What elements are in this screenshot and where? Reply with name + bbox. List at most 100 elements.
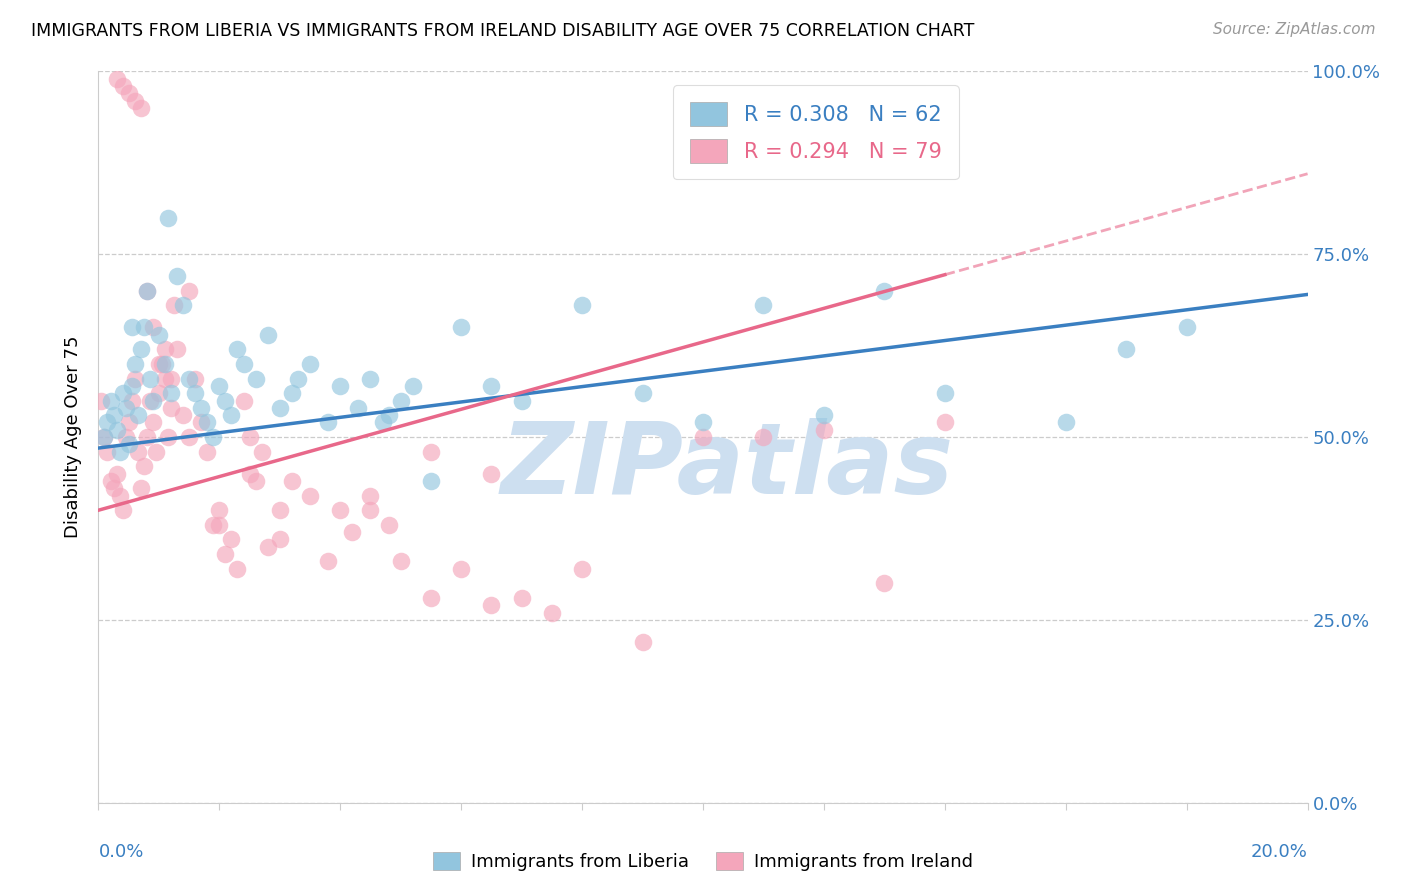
Point — [360, 503, 382, 517]
Point — [342, 525, 364, 540]
Point — [100, 393, 122, 408]
Point — [208, 517, 231, 532]
Point — [214, 547, 236, 561]
Point — [105, 467, 128, 481]
Point — [114, 430, 136, 444]
Point — [150, 357, 173, 371]
Point — [153, 343, 176, 357]
Point — [163, 298, 186, 312]
Point — [142, 393, 165, 408]
Point — [160, 371, 183, 385]
Point — [195, 416, 218, 430]
Point — [202, 517, 225, 532]
Point — [299, 489, 322, 503]
Point — [1175, 320, 1198, 334]
Point — [142, 320, 165, 334]
Legend: R = 0.308   N = 62, R = 0.294   N = 79: R = 0.308 N = 62, R = 0.294 N = 79 — [673, 86, 959, 179]
Point — [256, 327, 278, 342]
Point — [166, 269, 188, 284]
Point — [148, 327, 170, 342]
Point — [96, 444, 118, 458]
Point — [239, 430, 262, 444]
Point — [360, 489, 382, 503]
Point — [329, 503, 352, 517]
Point — [195, 444, 218, 458]
Point — [377, 408, 399, 422]
Point — [281, 386, 304, 401]
Point — [139, 371, 162, 385]
Point — [142, 416, 165, 430]
Point — [752, 298, 775, 312]
Point — [571, 562, 593, 576]
Point — [135, 284, 157, 298]
Point — [184, 386, 207, 401]
Point — [316, 554, 339, 568]
Point — [121, 393, 143, 408]
Point — [934, 416, 956, 430]
Point — [121, 320, 143, 334]
Point — [329, 379, 352, 393]
Point — [1115, 343, 1137, 357]
Point — [221, 533, 243, 547]
Point — [420, 444, 443, 458]
Point — [172, 408, 194, 422]
Point — [402, 379, 425, 393]
Point — [873, 284, 896, 298]
Point — [250, 444, 273, 458]
Point — [139, 393, 162, 408]
Point — [179, 430, 201, 444]
Point — [631, 635, 654, 649]
Point — [269, 401, 291, 415]
Point — [450, 320, 472, 334]
Point — [129, 343, 152, 357]
Point — [752, 430, 775, 444]
Point — [148, 386, 170, 401]
Point — [93, 430, 115, 444]
Point — [813, 408, 835, 422]
Point — [1054, 416, 1077, 430]
Point — [239, 467, 262, 481]
Text: 20.0%: 20.0% — [1251, 843, 1308, 861]
Point — [510, 393, 533, 408]
Point — [179, 284, 201, 298]
Point — [129, 481, 152, 495]
Point — [135, 284, 157, 298]
Point — [124, 371, 146, 385]
Point — [93, 430, 115, 444]
Point — [347, 401, 370, 415]
Point — [389, 554, 412, 568]
Point — [179, 371, 201, 385]
Point — [360, 371, 382, 385]
Point — [420, 474, 443, 488]
Point — [172, 298, 194, 312]
Point — [160, 386, 183, 401]
Point — [221, 408, 243, 422]
Point — [202, 430, 225, 444]
Point — [105, 71, 128, 86]
Point — [245, 371, 267, 385]
Point — [481, 467, 503, 481]
Point — [148, 357, 170, 371]
Point — [232, 357, 254, 371]
Point — [100, 474, 122, 488]
Point — [121, 379, 143, 393]
Point — [214, 393, 236, 408]
Point — [103, 408, 125, 422]
Point — [873, 576, 896, 591]
Point — [371, 416, 394, 430]
Point — [135, 430, 157, 444]
Point — [153, 371, 176, 385]
Point — [232, 393, 254, 408]
Point — [96, 416, 118, 430]
Point — [118, 87, 141, 101]
Point — [256, 540, 278, 554]
Point — [245, 474, 267, 488]
Text: ZIPatlas: ZIPatlas — [501, 417, 953, 515]
Point — [156, 430, 179, 444]
Point — [226, 562, 249, 576]
Point — [103, 481, 125, 495]
Point — [111, 78, 134, 93]
Point — [118, 437, 141, 451]
Point — [105, 423, 128, 437]
Point — [124, 357, 146, 371]
